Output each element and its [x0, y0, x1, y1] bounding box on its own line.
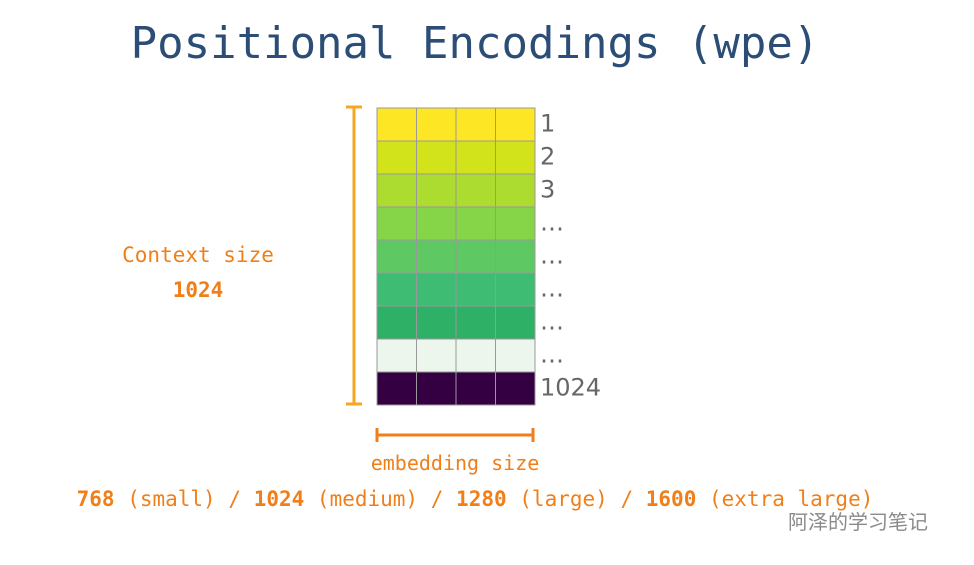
row-label: … [540, 209, 564, 237]
cell [495, 272, 536, 307]
embedding-label: embedding size [371, 451, 540, 475]
context-label: Context size [122, 243, 274, 267]
size-value: 768 [77, 487, 115, 511]
cell [495, 107, 536, 142]
separator: / [431, 487, 444, 511]
cell [416, 206, 457, 241]
cell [495, 173, 536, 208]
cell [455, 140, 496, 175]
cell [416, 371, 457, 406]
cell [376, 140, 417, 175]
cell [455, 239, 496, 274]
cell [416, 239, 457, 274]
space [241, 487, 254, 511]
cell [495, 305, 536, 340]
size-name: (extra large) [709, 487, 873, 511]
cell [376, 107, 417, 142]
sizes-line: 768 (small) / 1024 (medium) / 1280 (larg… [77, 487, 874, 511]
space [216, 487, 229, 511]
row-label: 1 [540, 110, 555, 138]
cell [376, 239, 417, 274]
cell [376, 206, 417, 241]
cell [416, 140, 457, 175]
cell [376, 173, 417, 208]
cell [495, 206, 536, 241]
cell [376, 338, 417, 373]
context-bracket [346, 105, 362, 406]
cell [495, 239, 536, 274]
row-label: 2 [540, 143, 555, 171]
cell [416, 173, 457, 208]
cell [376, 272, 417, 307]
cell [455, 206, 496, 241]
row-label: 1024 [540, 374, 601, 402]
size-name: (small) [127, 487, 216, 511]
cell [455, 338, 496, 373]
row-label: … [540, 308, 564, 336]
space [608, 487, 621, 511]
size-name: (large) [519, 487, 608, 511]
separator: / [620, 487, 633, 511]
watermark: 阿泽的学习笔记 [788, 510, 928, 534]
space [443, 487, 456, 511]
row-label: … [540, 341, 564, 369]
cell [495, 338, 536, 373]
grid: 1 2 3 … … … … … 1024 [376, 107, 601, 406]
cell [455, 272, 496, 307]
cell [416, 305, 457, 340]
size-value: 1600 [646, 487, 697, 511]
row-label: … [540, 242, 564, 270]
cell [455, 371, 496, 406]
cell [376, 305, 417, 340]
cell [416, 272, 457, 307]
space [696, 487, 709, 511]
space [115, 487, 128, 511]
space [418, 487, 431, 511]
space [507, 487, 520, 511]
space [304, 487, 317, 511]
cell [376, 371, 417, 406]
title: Positional Encodings (wpe) [131, 18, 820, 69]
cell [455, 305, 496, 340]
separator: / [228, 487, 241, 511]
cell [455, 173, 496, 208]
size-value: 1024 [254, 487, 305, 511]
cell [416, 107, 457, 142]
cell [416, 338, 457, 373]
row-label: 3 [540, 176, 555, 204]
size-value: 1280 [456, 487, 507, 511]
context-value: 1024 [173, 278, 224, 302]
size-name: (medium) [317, 487, 418, 511]
cell [495, 371, 536, 406]
space [633, 487, 646, 511]
cell [495, 140, 536, 175]
embedding-bracket [375, 428, 535, 442]
cell [455, 107, 496, 142]
row-label: … [540, 275, 564, 303]
